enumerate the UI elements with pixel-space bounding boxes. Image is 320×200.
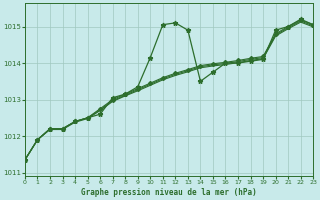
X-axis label: Graphe pression niveau de la mer (hPa): Graphe pression niveau de la mer (hPa)	[81, 188, 257, 197]
